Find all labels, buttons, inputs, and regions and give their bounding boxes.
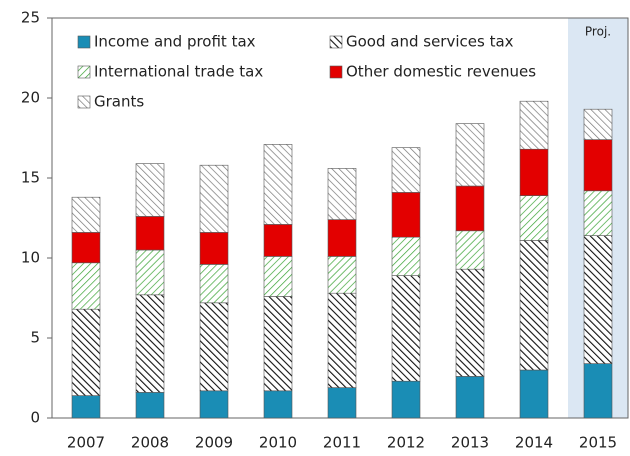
bar-segment	[391, 236, 421, 276]
bar-segment	[455, 230, 485, 270]
legend-swatch	[329, 35, 343, 49]
bar-segment	[199, 232, 229, 265]
legend-label: Income and profit tax	[94, 33, 256, 51]
bar-segment	[519, 240, 549, 371]
bar-segment	[263, 144, 293, 225]
bar-segment	[583, 190, 613, 236]
legend-label: Grants	[94, 93, 144, 111]
bar-segment	[71, 395, 101, 419]
bar-segment	[519, 195, 549, 241]
bar-segment	[199, 302, 229, 392]
y-tick-label: 0	[30, 409, 40, 427]
legend-swatch	[77, 35, 91, 49]
x-tick-label: 2007	[67, 434, 105, 452]
x-tick-label: 2013	[451, 434, 489, 452]
bar-segment	[327, 219, 357, 257]
legend-label: Good and services tax	[346, 33, 514, 51]
bar-segment	[391, 275, 421, 382]
bar-segment	[327, 256, 357, 294]
bar-segment	[263, 390, 293, 419]
y-tick-label: 20	[21, 89, 40, 107]
bar-segment	[327, 292, 357, 388]
bar-segment	[583, 108, 613, 140]
bar-segment	[263, 224, 293, 257]
bar-segment	[327, 168, 357, 220]
bar-segment	[263, 296, 293, 392]
legend-label: Other domestic revenues	[346, 63, 536, 81]
bar-segment	[135, 294, 165, 393]
legend-swatch	[77, 95, 91, 109]
x-tick-label: 2009	[195, 434, 233, 452]
annotation: Proj.	[585, 25, 611, 39]
y-tick-label: 5	[30, 329, 40, 347]
bar-segment	[583, 363, 613, 419]
bar-segment	[71, 232, 101, 264]
bar-segment	[455, 123, 485, 187]
x-tick-label: 2015	[579, 434, 617, 452]
bar-segment	[455, 376, 485, 419]
x-tick-label: 2012	[387, 434, 425, 452]
bar-segment	[391, 380, 421, 419]
x-tick-label: 2008	[131, 434, 169, 452]
bar-segment	[199, 264, 229, 304]
bar-segment	[519, 369, 549, 419]
bar-segment	[263, 256, 293, 297]
bar-segment	[199, 390, 229, 419]
bar-segment	[519, 148, 549, 196]
legend-label: International trade tax	[94, 63, 263, 81]
bar-segment	[71, 262, 101, 310]
bar-segment	[135, 163, 165, 217]
bar-segment	[455, 185, 485, 232]
bar-segment	[583, 235, 613, 364]
bar-segment	[71, 196, 101, 233]
bar-segment	[583, 139, 613, 192]
y-tick-label: 10	[21, 249, 40, 267]
bar-segment	[71, 308, 101, 396]
x-tick-label: 2011	[323, 434, 361, 452]
bar-segment	[199, 164, 229, 233]
bar-segment	[519, 100, 549, 150]
bar-segment	[135, 392, 165, 419]
bar-segment	[391, 192, 421, 238]
x-tick-label: 2010	[259, 434, 297, 452]
y-tick-label: 15	[21, 169, 40, 187]
legend-swatch	[77, 65, 91, 79]
y-tick-label: 25	[21, 9, 40, 27]
bar-segment	[455, 268, 485, 377]
bar-segment	[391, 147, 421, 193]
bar-segment	[135, 249, 165, 296]
bar-segment	[135, 216, 165, 251]
x-tick-label: 2014	[515, 434, 553, 452]
legend-swatch	[329, 65, 343, 79]
bar-segment	[327, 387, 357, 419]
